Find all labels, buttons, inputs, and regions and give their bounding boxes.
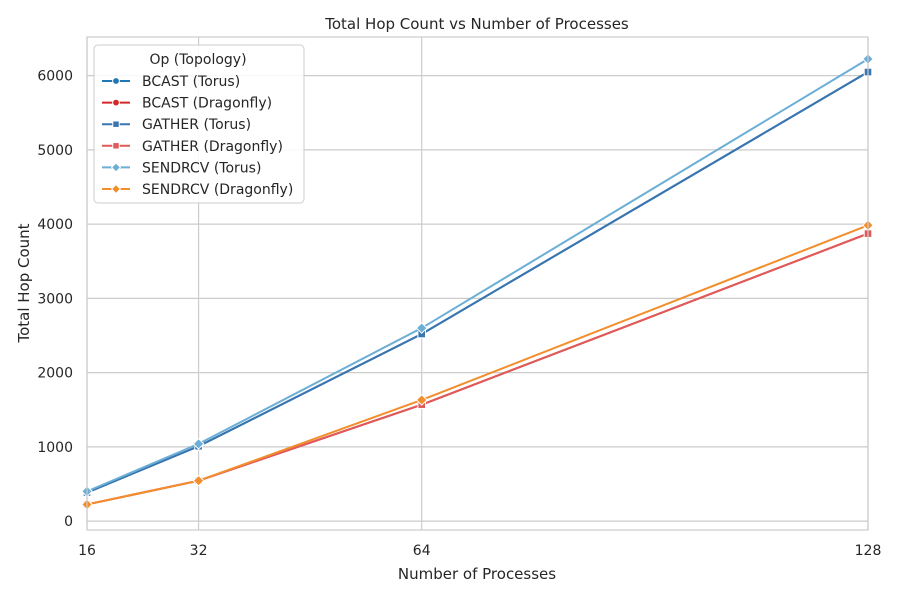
chart-title: Total Hop Count vs Number of Processes bbox=[324, 15, 629, 33]
data-point bbox=[415, 322, 428, 334]
y-tick-label: 4000 bbox=[37, 217, 73, 233]
data-point bbox=[415, 394, 428, 406]
legend-entry: SENDRCV (Dragonfly) bbox=[102, 182, 293, 198]
legend-label: BCAST (Torus) bbox=[142, 74, 240, 90]
legend-entry: BCAST (Torus) bbox=[102, 74, 240, 90]
legend-label: GATHER (Torus) bbox=[142, 117, 251, 133]
legend-entry: GATHER (Dragonfly) bbox=[102, 139, 283, 155]
legend-label: GATHER (Dragonfly) bbox=[142, 139, 283, 155]
y-tick-label: 0 bbox=[64, 514, 73, 530]
series-3 bbox=[82, 229, 873, 509]
legend-marker bbox=[112, 98, 120, 107]
data-point bbox=[192, 437, 205, 450]
x-tick-label: 64 bbox=[413, 543, 431, 559]
legend-marker bbox=[112, 142, 120, 150]
legend-marker bbox=[112, 120, 120, 128]
legend-entries: BCAST (Torus) BCAST (Dragonfly) GATHER (To… bbox=[102, 74, 293, 198]
legend-marker bbox=[110, 162, 122, 173]
series-line bbox=[86, 232, 869, 506]
series-line bbox=[86, 224, 869, 506]
legend: Op (Topology) BCAST (Torus) BCAST (Dragon… bbox=[93, 44, 305, 204]
y-tick-label: 3000 bbox=[37, 291, 73, 307]
x-axis-ticks: 16 32 64 128 bbox=[78, 543, 881, 559]
series-1 bbox=[82, 229, 873, 509]
data-point bbox=[192, 474, 205, 487]
y-tick-label: 6000 bbox=[37, 69, 73, 85]
legend-marker bbox=[110, 183, 122, 195]
y-tick-label: 2000 bbox=[37, 366, 73, 382]
plot-frame bbox=[86, 36, 869, 531]
x-tick-label: 16 bbox=[78, 543, 96, 559]
legend-marker bbox=[112, 77, 120, 85]
legend-label: SENDRCV (Torus) bbox=[142, 160, 261, 176]
legend-entry: SENDRCV (Torus) bbox=[102, 160, 261, 176]
x-tick-label: 128 bbox=[855, 543, 882, 559]
legend-entry: GATHER (Torus) bbox=[102, 117, 251, 133]
legend-label: BCAST (Dragonfly) bbox=[142, 96, 272, 112]
y-tick-label: 5000 bbox=[37, 143, 73, 159]
series-line bbox=[86, 232, 869, 506]
y-axis-label: Total Hop Count bbox=[15, 223, 33, 343]
series-line bbox=[86, 71, 869, 494]
series-line bbox=[86, 58, 869, 493]
legend-entry: BCAST (Dragonfly) bbox=[102, 96, 272, 112]
y-tick-label: 1000 bbox=[37, 440, 73, 456]
legend-box bbox=[93, 44, 305, 204]
series-5 bbox=[81, 219, 874, 511]
y-axis-ticks: 0 1000 2000 3000 4000 5000 6000 bbox=[37, 69, 73, 530]
series-lines bbox=[81, 53, 874, 511]
x-axis-label: Number of Processes bbox=[398, 565, 556, 583]
legend-title: Op (Topology) bbox=[149, 52, 246, 68]
legend-label: SENDRCV (Dragonfly) bbox=[142, 182, 293, 198]
x-tick-label: 32 bbox=[190, 543, 208, 559]
